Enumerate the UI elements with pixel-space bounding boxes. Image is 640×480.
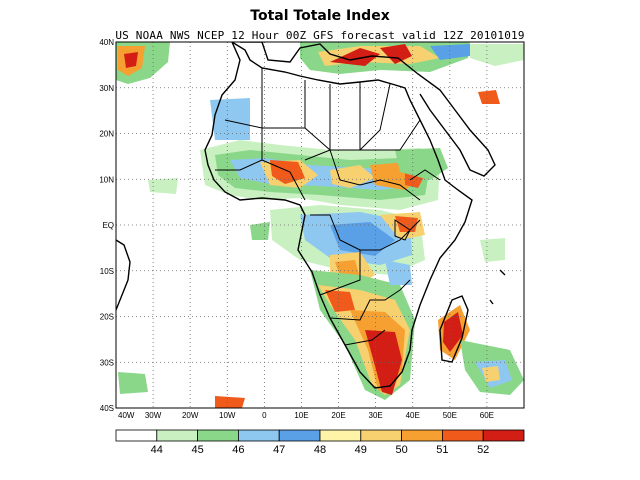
field-blob — [270, 160, 305, 184]
field-blob — [325, 290, 355, 312]
field-blob — [330, 165, 375, 188]
field-blob — [250, 222, 270, 240]
lon-tick-label: 10W — [219, 411, 236, 420]
border — [394, 169, 441, 241]
map-subtitle: US NOAA NWS NCEP 12 Hour 00Z GFS forecas… — [115, 29, 525, 42]
field-blob — [210, 98, 250, 140]
field-blob — [443, 312, 463, 352]
colorbar-label: 45 — [191, 444, 203, 456]
lat-tick-label: EQ — [102, 221, 114, 230]
madagascar-coast — [439, 295, 469, 363]
colorbar-swatch — [482, 429, 525, 442]
lat-tick-label: 10S — [100, 267, 114, 276]
lat-tick-label: 40S — [100, 404, 114, 413]
colorbar-swatch — [156, 429, 199, 442]
colorbar-swatch — [237, 429, 280, 442]
colorbar: 44 45 46 47 48 49 50 51 52 — [115, 429, 525, 456]
lat-tick-label: 30S — [100, 358, 114, 367]
colorbar-label: 50 — [395, 444, 407, 456]
map-frame — [115, 41, 525, 409]
lon-tick-label: 30E — [369, 411, 383, 420]
colorbar-swatch — [441, 429, 484, 442]
longitude-labels: 40W 30W 20W 10W 0 10E 20E 30E 40E 50E 60E — [118, 411, 494, 420]
field-blob — [430, 44, 470, 60]
coastlines — [116, 42, 506, 389]
latitude-labels: 40N 30N 20N 10N EQ 10S 20S 30S 40S — [99, 38, 114, 413]
border — [261, 149, 421, 201]
lat-tick-label: 30N — [99, 84, 114, 93]
colorbar-label: 48 — [314, 444, 326, 456]
colorbar-swatch — [278, 429, 321, 442]
eurasia-coast — [240, 42, 496, 177]
lon-tick-label: 20E — [331, 411, 345, 420]
lat-tick-label: 10N — [99, 175, 114, 184]
field-blob — [480, 238, 505, 262]
lat-tick-label: 20S — [100, 313, 114, 322]
field-blob — [380, 44, 412, 64]
field-blob — [395, 148, 448, 180]
lon-tick-label: 30W — [145, 411, 162, 420]
map-title: Total Totale Index — [250, 8, 390, 24]
colorbar-swatch — [319, 429, 362, 442]
border — [329, 279, 411, 346]
lon-tick-label: 20W — [182, 411, 199, 420]
border — [304, 80, 421, 151]
africa-coast — [204, 42, 473, 389]
colorbar-swatch — [360, 429, 402, 442]
lon-tick-label: 60E — [480, 411, 494, 420]
graticule — [116, 42, 524, 408]
colorbar-label: 47 — [273, 444, 285, 456]
field-blob — [365, 330, 402, 395]
field-blob — [330, 222, 395, 256]
field-blob — [118, 372, 148, 394]
colorbar-label: 49 — [355, 444, 367, 456]
lon-tick-label: 0 — [262, 411, 267, 420]
field-blob — [470, 44, 524, 66]
colorbar-label: 51 — [436, 444, 448, 456]
colorbar-swatch — [197, 429, 239, 442]
lon-tick-label: 10E — [294, 411, 308, 420]
lon-tick-label: 50E — [443, 411, 457, 420]
colorbar-label: 52 — [477, 444, 489, 456]
field-blob — [124, 52, 138, 68]
colorbar-swatch — [401, 429, 443, 442]
field-blob — [385, 260, 412, 285]
south-america-coast — [116, 239, 131, 311]
colorbar-label: 46 — [232, 444, 244, 456]
lat-tick-label: 40N — [99, 38, 114, 47]
lon-tick-label: 40W — [118, 411, 135, 420]
field-blob — [478, 90, 500, 104]
field-blob — [148, 178, 178, 194]
field-blob — [482, 366, 500, 382]
field-blob — [330, 48, 380, 66]
field-blob — [215, 396, 245, 408]
colorbar-label: 44 — [151, 444, 163, 456]
country-borders — [215, 68, 441, 346]
border — [310, 214, 421, 296]
islands — [489, 269, 506, 305]
lon-tick-label: 40E — [406, 411, 420, 420]
lat-tick-label: 20N — [99, 130, 114, 139]
colorbar-swatch — [115, 429, 158, 442]
